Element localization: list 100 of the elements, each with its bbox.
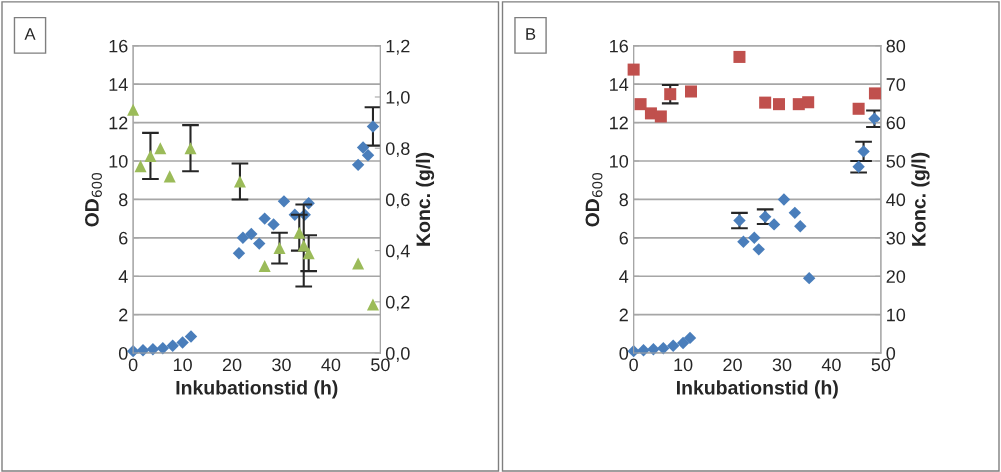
point <box>773 98 786 111</box>
y2-tick-label: 10 <box>887 308 906 322</box>
point <box>868 112 881 125</box>
point <box>184 142 197 155</box>
point <box>351 158 365 172</box>
y-tick-label: 2 <box>119 308 128 322</box>
point <box>236 231 250 245</box>
y2-tick-label: 0,8 <box>385 142 410 158</box>
y2-tick-label: 0 <box>886 346 896 360</box>
point <box>245 227 258 241</box>
x-axis-title: Inkubationstid (h) <box>677 380 838 399</box>
x-tick-label: 10 <box>674 358 693 372</box>
point <box>802 96 815 109</box>
point <box>683 331 697 345</box>
y2-axis-title: Konc. (g/l) <box>415 152 435 246</box>
y2-tick-label: 0,6 <box>385 193 410 209</box>
y-tick-label: 8 <box>119 193 128 207</box>
point <box>267 218 280 231</box>
point <box>788 206 802 220</box>
y-tick-label: 4 <box>118 270 128 283</box>
point <box>253 237 266 250</box>
point <box>127 103 140 116</box>
point <box>868 87 881 100</box>
y2-axis-title: Konc. (g/l) <box>911 152 930 246</box>
x-tick-label: 40 <box>321 358 341 372</box>
y2-tick-label: 40 <box>886 193 906 207</box>
point <box>144 149 157 162</box>
y-tick-label: 10 <box>610 154 629 168</box>
point <box>166 339 179 352</box>
x-tick-label: 40 <box>821 358 841 372</box>
point <box>232 246 246 260</box>
x-tick-label: 30 <box>272 358 291 372</box>
x-tick-label: 20 <box>222 358 242 372</box>
point <box>293 226 306 239</box>
point <box>664 88 677 101</box>
point <box>154 142 167 155</box>
y-axis-title: OD$_{600}$ <box>585 172 603 227</box>
chart-title: B <box>526 28 536 40</box>
y-tick-label: 6 <box>619 231 628 245</box>
y-tick-label: 16 <box>610 39 628 53</box>
y2-tick-label: 30 <box>886 231 906 245</box>
point <box>134 160 147 173</box>
y-tick-label: 0 <box>118 346 128 360</box>
point <box>258 259 271 273</box>
point <box>184 330 198 343</box>
y-tick-label: 6 <box>119 231 128 245</box>
y2-tick-label: 70 <box>886 78 906 91</box>
point <box>794 220 807 233</box>
point <box>857 145 870 158</box>
point <box>634 98 647 111</box>
point <box>163 170 176 183</box>
y2-tick-label: 50 <box>886 154 906 168</box>
y-tick-label: 4 <box>619 270 629 283</box>
y-tick-label: 14 <box>109 78 128 91</box>
y-tick-label: 12 <box>109 116 128 130</box>
y-tick-label: 14 <box>610 78 629 91</box>
point <box>654 110 667 123</box>
point <box>627 63 640 76</box>
y-axis-title: OD$_{600}$ <box>84 172 102 227</box>
x-tick-label: 20 <box>723 358 742 372</box>
y-tick-label: 12 <box>610 116 628 130</box>
point <box>802 271 816 285</box>
point <box>666 339 680 352</box>
point <box>366 120 380 133</box>
point <box>277 195 291 208</box>
point <box>356 141 370 154</box>
y2-tick-label: 0,2 <box>385 295 410 311</box>
x-tick-label: 0 <box>629 358 638 372</box>
y2-tick-label: 60 <box>886 116 906 130</box>
y-tick-label: 0 <box>619 346 629 360</box>
point <box>366 298 379 311</box>
y2-tick-label: 1,2 <box>386 39 410 55</box>
y2-tick-label: 1,0 <box>386 90 410 106</box>
point <box>273 242 286 255</box>
y-tick-label: 16 <box>109 39 128 53</box>
x-tick-label: 0 <box>128 358 138 372</box>
point <box>852 102 865 115</box>
point <box>777 193 791 206</box>
point <box>767 218 781 231</box>
y2-tick-label: 80 <box>886 39 906 53</box>
point <box>233 175 246 188</box>
point <box>176 336 189 349</box>
x-tick-label: 10 <box>173 358 192 372</box>
point <box>737 235 750 248</box>
point <box>684 85 698 98</box>
point <box>657 342 670 355</box>
y2-tick-label: 20 <box>886 270 906 283</box>
point <box>676 336 690 350</box>
y-tick-label: 2 <box>619 308 628 322</box>
point <box>156 342 170 355</box>
x-tick-label: 50 <box>871 358 891 372</box>
y-tick-label: 8 <box>619 193 628 207</box>
point <box>759 96 772 109</box>
x-axis-title: Inkubationstid (h) <box>176 380 338 399</box>
point <box>733 50 746 63</box>
y2-tick-label: 0,4 <box>385 244 410 260</box>
point <box>302 247 315 260</box>
point <box>258 212 271 225</box>
x-tick-label: 30 <box>772 358 792 372</box>
point <box>361 149 375 162</box>
